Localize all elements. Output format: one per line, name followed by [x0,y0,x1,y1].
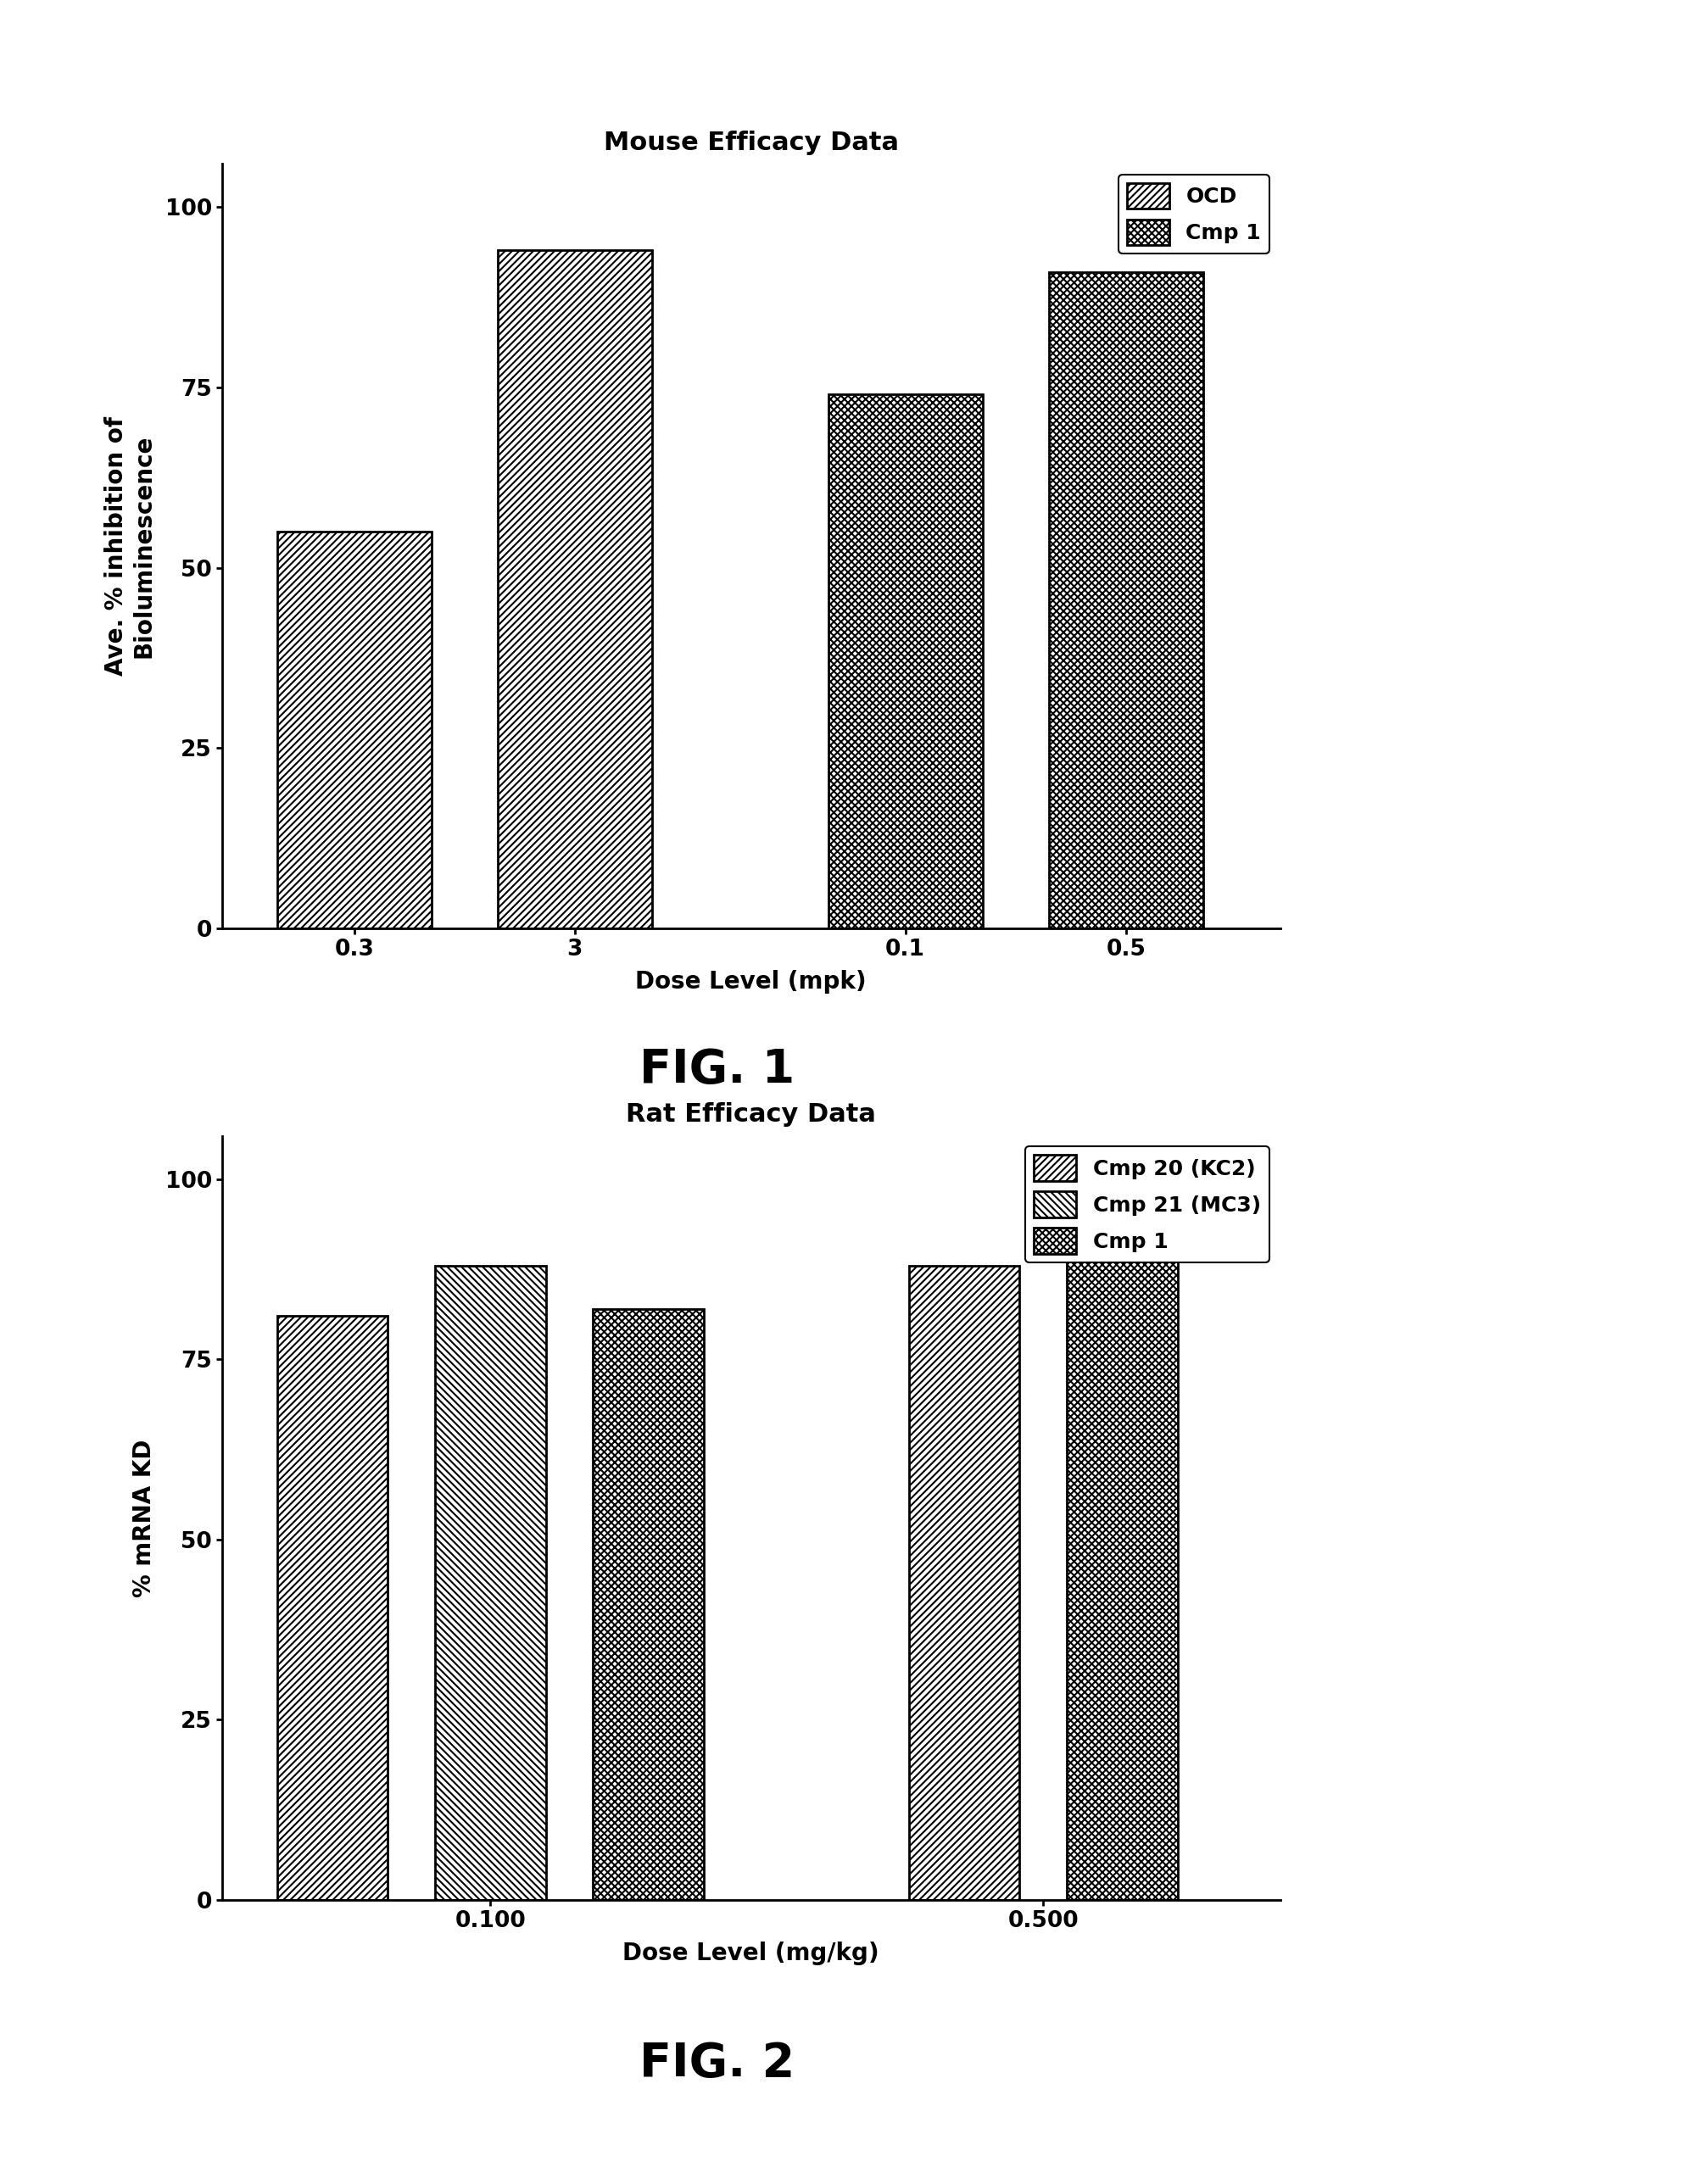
Legend: OCD, Cmp 1: OCD, Cmp 1 [1118,175,1270,253]
Bar [592,1308,703,1900]
Text: FIG. 1: FIG. 1 [638,1048,795,1092]
Title: Mouse Efficacy Data: Mouse Efficacy Data [604,131,898,155]
Bar [435,1265,546,1900]
Y-axis label: Ave. % inhibition of
Bioluminescence: Ave. % inhibition of Bioluminescence [104,417,155,675]
Bar [910,1265,1019,1900]
Title: Rat Efficacy Data: Rat Efficacy Data [626,1103,876,1127]
Legend: Cmp 20 (KC2), Cmp 21 (MC3), Cmp 1: Cmp 20 (KC2), Cmp 21 (MC3), Cmp 1 [1026,1147,1270,1262]
X-axis label: Dose Level (mpk): Dose Level (mpk) [635,970,867,994]
Y-axis label: % mRNA KD: % mRNA KD [131,1439,155,1597]
Bar [1048,273,1203,928]
Text: FIG. 2: FIG. 2 [638,2042,795,2086]
Bar [1067,1251,1178,1900]
Bar [497,251,652,928]
Bar [277,1317,387,1900]
Bar [828,395,983,928]
Bar [277,531,432,928]
X-axis label: Dose Level (mg/kg): Dose Level (mg/kg) [623,1942,879,1966]
